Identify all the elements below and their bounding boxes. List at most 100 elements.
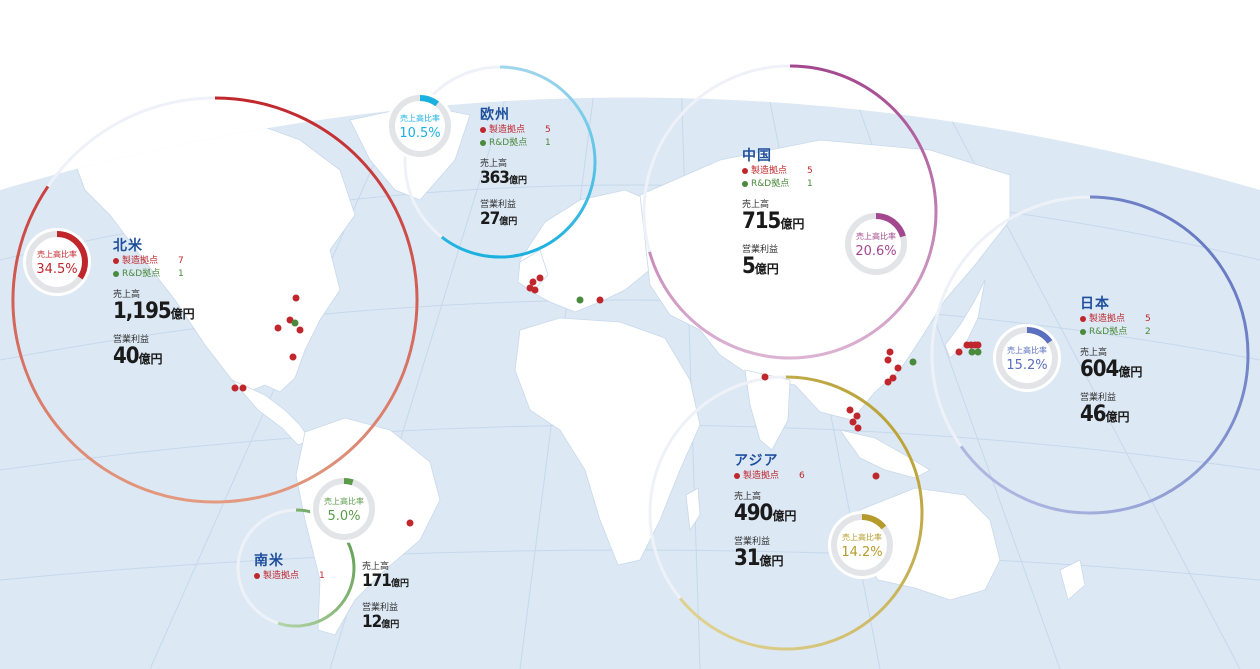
sales-ratio-label: 売上高比率 [37, 249, 77, 259]
rd-dot-icon [742, 181, 748, 187]
donut-background [993, 324, 1061, 392]
operating-profit-value: 40億円 [113, 344, 163, 369]
manufacturing-site-marker [239, 384, 247, 392]
operating-profit-unit: 億円 [759, 554, 784, 568]
sales-ratio-donut-japan: 売上高比率 15.2% [993, 324, 1061, 392]
manufacturing-site-marker [761, 373, 769, 381]
sales-value: 363億円 [480, 168, 527, 188]
manufacturing-site-marker [872, 472, 880, 480]
operating-profit-label: 営業利益 [734, 537, 771, 547]
sales-ratio-donut-china: 売上高比率 20.6% [842, 210, 910, 278]
sales-ratio-value: 20.6% [855, 244, 896, 259]
africa-landmass [514, 317, 701, 566]
rd-site-marker [974, 348, 982, 356]
manufacturing-count: 1 [319, 571, 325, 581]
region-panel-asia: アジア 製造拠点 6 売上高 490億円 営業利益 31億円 [734, 450, 805, 573]
rd-count-row: R&D拠点 1 [742, 178, 813, 191]
donut-background [23, 228, 91, 296]
region-name: 日本 [1080, 296, 1110, 312]
sales-unit: 億円 [780, 217, 805, 231]
rd-site-marker [291, 319, 299, 327]
sales-ratio-donut-asia: 売上高比率 14.2% [828, 511, 896, 579]
north-america-landmass [69, 117, 356, 393]
asia-landmass [639, 139, 1011, 421]
rd-site-marker [968, 348, 976, 356]
manufacturing-site-marker [296, 326, 304, 334]
madagascar-landmass [685, 487, 701, 532]
manufacturing-site-marker [231, 384, 239, 392]
manufacturing-count-row: 製造拠点 1 [254, 570, 325, 583]
manufacturing-site-marker [974, 341, 982, 349]
rd-dot-icon [1080, 329, 1086, 335]
region-ring-japan [959, 195, 1250, 515]
new-zealand-landmass [1059, 559, 1086, 601]
manufacturing-count-row: 製造拠点 5 [742, 165, 813, 178]
manufacturing-site-marker [526, 284, 534, 292]
donut-value-arc [831, 514, 893, 576]
rd-site-marker [909, 358, 917, 366]
sales-value: 1,195億円 [113, 299, 195, 324]
donut-value-arc [389, 95, 451, 157]
manufacturing-site-marker [955, 348, 963, 356]
manufacturing-site-marker [529, 278, 537, 286]
sales-ratio-label: 売上高比率 [400, 113, 440, 123]
manufacturing-dot-icon [734, 473, 740, 479]
region-ring-asia [678, 375, 924, 651]
operating-profit-unit: 億円 [499, 217, 518, 227]
operating-profit-unit: 億円 [754, 262, 779, 276]
sales-ratio-label: 売上高比率 [856, 231, 896, 241]
sales-ratio-label: 売上高比率 [324, 496, 364, 506]
manufacturing-site-marker [289, 353, 297, 361]
sales-ratio-value: 5.0% [327, 509, 360, 524]
region-panel-japan: 日本 製造拠点 5 R&D拠点 2 売上高 604億円 営業利益 46億円 [1080, 293, 1151, 429]
manufacturing-count-row: 製造拠点 5 [480, 124, 551, 137]
rd-site-marker [576, 296, 584, 304]
manufacturing-site-marker [274, 324, 282, 332]
donut-background [386, 92, 454, 160]
region-name: 中国 [742, 148, 772, 164]
operating-profit-value: 5億円 [742, 254, 779, 279]
sales-label: 売上高 [362, 562, 390, 572]
operating-profit-value: 12億円 [362, 612, 400, 632]
operating-profit-label: 営業利益 [362, 603, 399, 613]
manufacturing-site-marker [536, 274, 544, 282]
sales-label: 売上高 [113, 290, 141, 300]
manufacturing-site-marker [849, 418, 857, 426]
region-ring-north-america [11, 96, 419, 504]
manufacturing-count: 5 [807, 166, 813, 176]
manufacturing-site-marker [406, 519, 414, 527]
manufacturing-site-marker [894, 364, 902, 372]
manufacturing-label: 製造拠点 [743, 471, 780, 481]
sales-label: 売上高 [734, 492, 762, 502]
region-name: 欧州 [480, 107, 510, 123]
manufacturing-count: 5 [545, 125, 551, 135]
donut-background [828, 511, 896, 579]
sales-label: 売上高 [1080, 348, 1108, 358]
manufacturing-site-marker [292, 294, 300, 302]
rd-label: R&D拠点 [122, 269, 161, 279]
sales-ratio-value: 14.2% [841, 545, 882, 560]
uk-landmass [517, 249, 549, 293]
donut-background [310, 475, 378, 543]
rd-label: R&D拠点 [751, 179, 790, 189]
sales-label: 売上高 [742, 200, 770, 210]
manufacturing-label: 製造拠点 [122, 256, 159, 266]
sales-ratio-donut-europe: 売上高比率 10.5% [386, 92, 454, 160]
sales-unit: 億円 [1118, 365, 1143, 379]
donut-value-arc [26, 231, 88, 293]
rd-count: 1 [545, 138, 551, 148]
operating-profit-label: 営業利益 [480, 200, 517, 210]
sales-ratio-donut-north-america: 売上高比率 34.5% [23, 228, 91, 296]
manufacturing-count: 5 [1145, 314, 1151, 324]
rd-count: 1 [178, 269, 184, 279]
operating-profit-value: 27億円 [480, 209, 518, 229]
region-metrics-south-america: 売上高 171億円 営業利益 12億円 [362, 553, 409, 635]
sales-value: 490億円 [734, 501, 797, 526]
manufacturing-dot-icon [742, 168, 748, 174]
manufacturing-label: 製造拠点 [1089, 314, 1126, 324]
manufacturing-site-marker [889, 374, 897, 382]
sales-label: 売上高 [480, 159, 508, 169]
sales-unit: 億円 [508, 176, 527, 186]
sales-ratio-label: 売上高比率 [842, 532, 882, 542]
